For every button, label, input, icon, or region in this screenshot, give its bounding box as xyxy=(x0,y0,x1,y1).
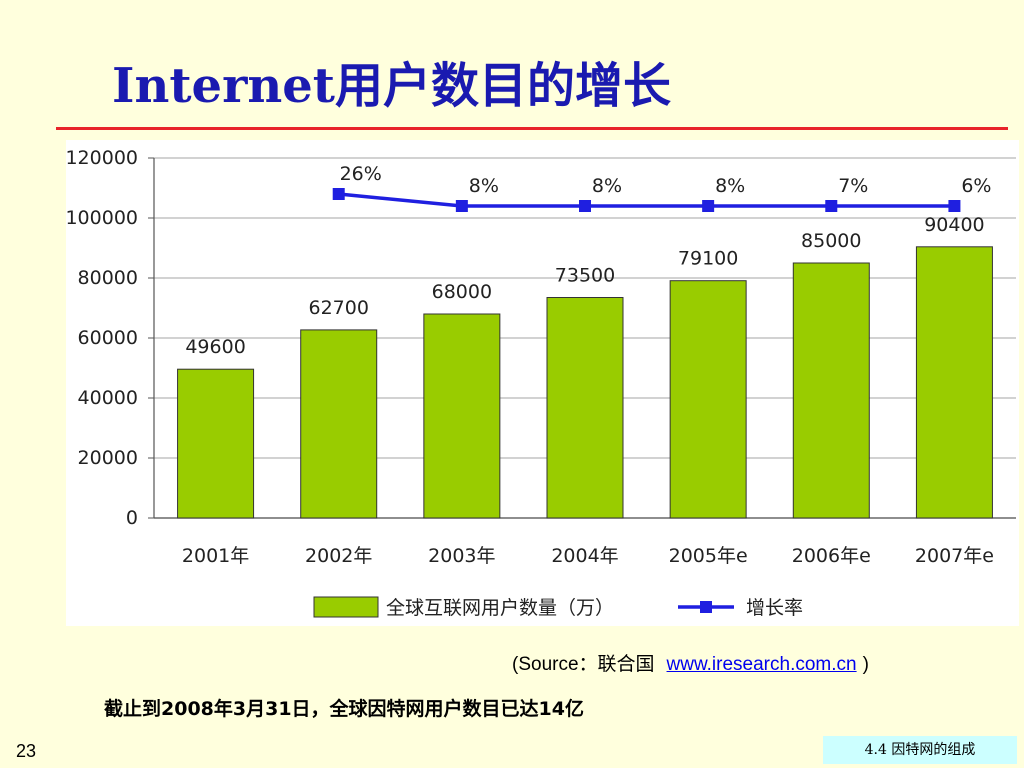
source-link[interactable]: www.iresearch.com.cn xyxy=(666,654,857,675)
growth-label: 7% xyxy=(838,175,868,197)
bar xyxy=(177,368,255,519)
bar xyxy=(300,329,378,519)
growth-label: 6% xyxy=(961,175,991,197)
growth-label: 8% xyxy=(592,175,622,197)
x-tick-label: 2004年 xyxy=(551,545,618,567)
growth-line-path xyxy=(338,192,955,208)
section-tag: 4.4 因特网的组成 xyxy=(823,736,1017,764)
bar-value-label: 79100 xyxy=(678,248,738,270)
chart-panel: 0 20000 40000 60000 80000 100000 120000 49600 6… xyxy=(65,140,1019,626)
page-number: 23 xyxy=(16,741,37,761)
bar-value-label: 90400 xyxy=(924,214,984,236)
y-tick-label: 40000 xyxy=(78,387,138,409)
bar xyxy=(546,297,624,519)
bar xyxy=(792,262,870,519)
source-prefix: (Source：联合国 xyxy=(512,654,655,675)
source-suffix: ) xyxy=(862,654,869,675)
x-tick-label: 2003年 xyxy=(428,545,495,567)
growth-point xyxy=(455,200,468,212)
growth-label: 26% xyxy=(340,163,382,185)
growth-point xyxy=(332,188,345,200)
x-tick-label: 2005年e xyxy=(669,545,748,567)
bar-value-label: 68000 xyxy=(432,281,492,303)
x-tick-label: 2006年e xyxy=(792,545,871,567)
bar-value-labels: 49600 62700 68000 73500 79100 85000 90400 xyxy=(185,214,984,358)
bar-value-label: 62700 xyxy=(308,297,368,319)
bars xyxy=(177,246,993,519)
growth-point xyxy=(825,200,838,212)
legend-bar-swatch xyxy=(313,596,379,618)
legend: 全球互联网用户数量（万） 增长率 xyxy=(313,596,803,619)
growth-point xyxy=(702,200,715,212)
growth-point xyxy=(579,200,591,212)
title-divider xyxy=(56,127,1008,130)
x-tick-label: 2001年 xyxy=(182,545,249,567)
x-tick-labels: 2001年 2002年 2003年 2004年 2005年e 2006年e 2007年e xyxy=(182,545,994,567)
bar xyxy=(669,280,747,519)
growth-chart: 0 20000 40000 60000 80000 100000 120000 49600 6… xyxy=(65,147,1016,619)
legend-line-label: 增长率 xyxy=(746,597,803,619)
y-tick-label: 100000 xyxy=(66,207,138,229)
bar-value-label: 73500 xyxy=(555,265,615,287)
y-tick-label: 120000 xyxy=(66,147,138,169)
y-tick-labels: 0 20000 40000 60000 80000 100000 120000 xyxy=(65,147,138,529)
slide-title: Internet用户数目的增长 xyxy=(112,58,671,114)
bar xyxy=(423,313,501,519)
y-tick-label: 60000 xyxy=(78,327,138,349)
bar-value-label: 85000 xyxy=(801,230,861,252)
summary-note: 截止到2008年3月31日，全球因特网用户数目已达14亿 xyxy=(104,698,584,720)
legend-line-marker xyxy=(700,601,712,613)
bar-value-label: 49600 xyxy=(185,336,245,358)
x-tick-label: 2007年e xyxy=(915,545,994,567)
growth-line: 26% 8% 8% 8% 7% 6% xyxy=(332,163,992,212)
growth-label: 8% xyxy=(469,175,499,197)
bar xyxy=(915,246,993,519)
legend-bar-label: 全球互联网用户数量（万） xyxy=(386,597,614,619)
source-citation: (Source：联合国 www.iresearch.com.cn) xyxy=(512,649,869,676)
growth-label: 8% xyxy=(715,175,745,197)
y-tick-label: 0 xyxy=(126,507,138,529)
x-tick-label: 2002年 xyxy=(305,545,372,567)
y-tick-label: 20000 xyxy=(78,447,138,469)
y-tick-label: 80000 xyxy=(78,267,138,289)
growth-point xyxy=(948,200,961,212)
